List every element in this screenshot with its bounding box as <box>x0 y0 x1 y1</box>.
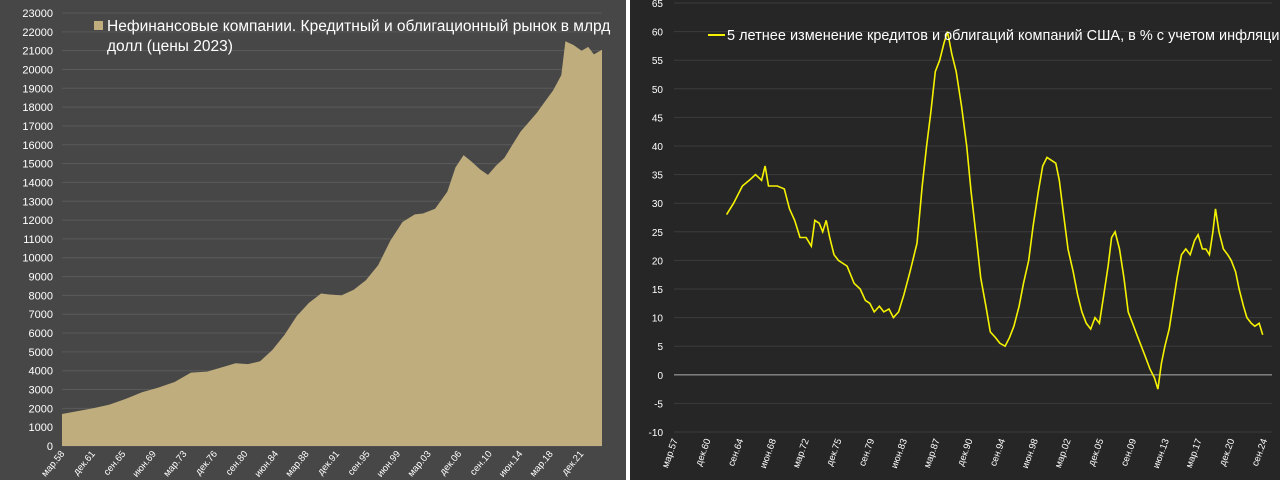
y-tick-label: 5000 <box>29 347 53 359</box>
y-tick-label: 20 <box>652 256 664 267</box>
y-tick-label: 2000 <box>29 403 53 415</box>
legend: 5 летнее изменение кредитов и облигаций … <box>708 28 1280 44</box>
y-tick-label: 16000 <box>22 140 53 152</box>
y-tick-label: 40 <box>652 142 664 153</box>
y-tick-label: -10 <box>649 428 664 439</box>
y-tick-label: -5 <box>654 399 663 410</box>
credit-volume-chart: 0 1000 2000 3000 4000 5000 6000 7000 8000 9000 100… <box>0 0 626 480</box>
y-tick-label: 25 <box>652 228 664 239</box>
y-tick-label: 23000 <box>22 8 53 20</box>
y-tick-label: 8000 <box>29 290 53 302</box>
y-tick-label: 6000 <box>29 328 53 340</box>
y-tick-label: 65 <box>652 0 664 10</box>
y-tick-label: 15000 <box>22 159 53 171</box>
legend-label: Нефинансовые компании. Кредитный и облиг… <box>107 18 610 55</box>
five-year-change-line <box>725 31 1264 390</box>
y-tick-label: 55 <box>652 56 664 67</box>
y-axis-ticks: 0 1000 2000 3000 4000 5000 6000 7000 8000 9000 100… <box>22 8 53 453</box>
y-tick-label: 9000 <box>29 272 53 284</box>
y-tick-label: 20000 <box>22 64 53 76</box>
credit-volume-area <box>62 41 602 446</box>
y-tick-label: 50 <box>652 85 664 96</box>
y-tick-label: 19000 <box>22 83 53 95</box>
y-tick-label: 10000 <box>22 253 53 265</box>
y-tick-label: 5 <box>657 342 663 353</box>
y-tick-label: 0 <box>47 441 53 453</box>
y-tick-label: 35 <box>652 171 664 182</box>
y-tick-label: 21000 <box>22 46 53 58</box>
legend-label: 5 летнее изменение кредитов и облигаций … <box>727 28 1280 44</box>
y-tick-label: 1000 <box>29 422 53 434</box>
chart-background <box>630 0 1280 480</box>
y-tick-label: 3000 <box>29 385 53 397</box>
y-tick-label: 4000 <box>29 366 53 378</box>
legend: Нефинансовые компании. Кредитный и облиг… <box>94 18 610 55</box>
y-tick-label: 15 <box>652 285 664 296</box>
y-tick-label: 7000 <box>29 309 53 321</box>
y-tick-label: 18000 <box>22 102 53 114</box>
y-tick-label: 45 <box>652 113 664 124</box>
y-tick-label: 12000 <box>22 215 53 227</box>
y-tick-label: 22000 <box>22 27 53 39</box>
y-tick-label: 30 <box>652 199 664 210</box>
y-tick-label: 13000 <box>22 196 53 208</box>
y-tick-label: 10 <box>652 314 664 325</box>
grid <box>674 2 1272 433</box>
y-tick-label: 0 <box>657 371 663 382</box>
y-tick-label: 14000 <box>22 177 53 189</box>
y-axis-ticks: -10 -5 0 5 10 15 20 25 30 35 40 45 50 55 60 65 <box>649 0 664 439</box>
y-tick-label: 60 <box>652 28 664 39</box>
y-tick-label: 17000 <box>22 121 53 133</box>
y-tick-label: 11000 <box>23 234 53 246</box>
legend-swatch <box>94 21 103 30</box>
